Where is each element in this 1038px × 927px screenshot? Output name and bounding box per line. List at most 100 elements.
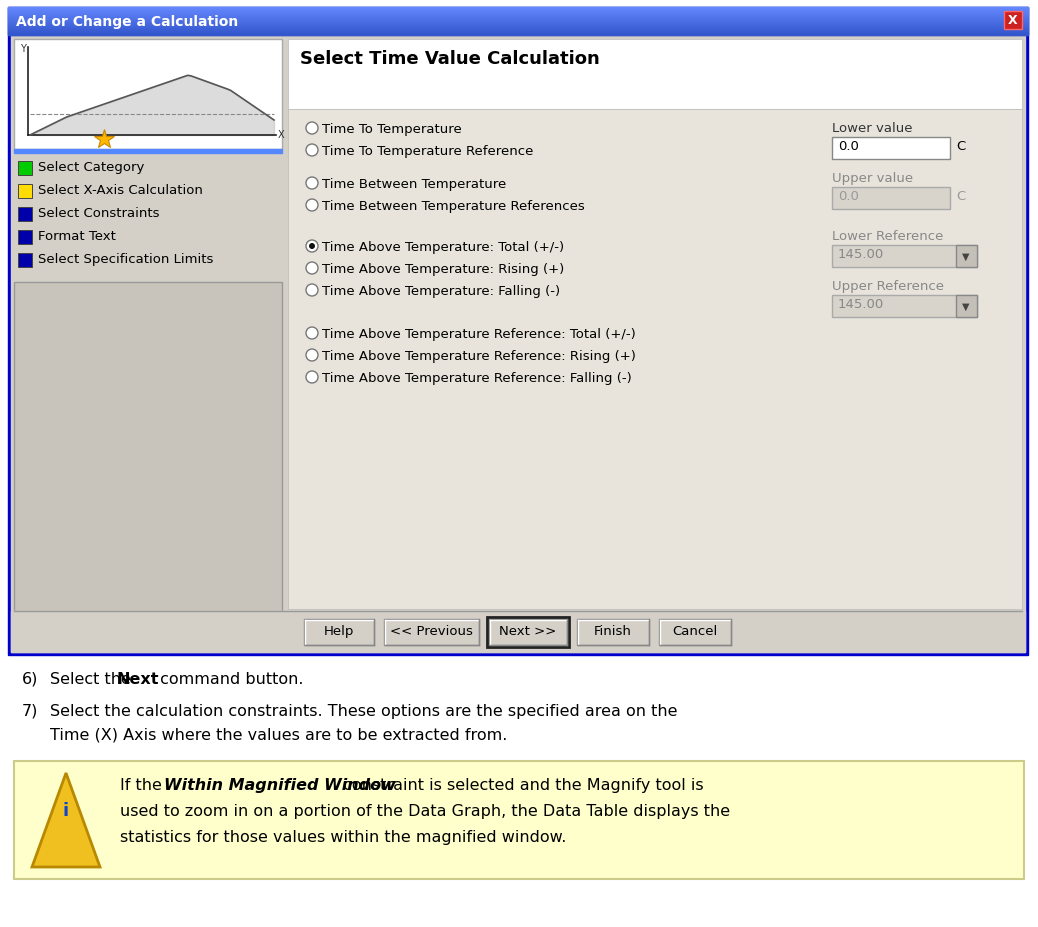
Bar	[8, 19, 1028, 20]
Bar	[956, 246, 977, 268]
Bar	[8, 21, 1028, 22]
Text: Select the: Select the	[50, 671, 136, 686]
Bar	[8, 27, 1028, 28]
Bar	[8, 8, 1028, 36]
Bar	[8, 34, 1028, 35]
Bar	[288, 40, 1022, 110]
Text: Time To Temperature Reference: Time To Temperature Reference	[322, 145, 534, 158]
Text: Select Time Value Calculation: Select Time Value Calculation	[300, 50, 600, 68]
Bar	[8, 32, 1028, 33]
Text: Select the calculation constraints. These options are the specified area on the: Select the calculation constraints. Thes…	[50, 704, 678, 718]
Circle shape	[306, 327, 318, 339]
Bar	[8, 30, 1028, 31]
Bar	[8, 15, 1028, 16]
Text: Help: Help	[324, 624, 354, 638]
Circle shape	[306, 372, 318, 384]
Bar	[832, 138, 950, 159]
Bar	[11, 611, 1025, 653]
Text: Next >>: Next >>	[499, 624, 556, 638]
Text: << Previous: << Previous	[389, 624, 472, 638]
Bar	[489, 619, 567, 645]
Text: Upper value: Upper value	[832, 171, 913, 184]
Text: Format Text: Format Text	[38, 230, 116, 243]
Text: Time Above Temperature Reference: Total (+/-): Time Above Temperature Reference: Total …	[322, 327, 635, 340]
Text: Next: Next	[117, 671, 160, 686]
Text: Upper Reference: Upper Reference	[832, 280, 944, 293]
Bar	[8, 29, 1028, 30]
Text: 0.0: 0.0	[838, 140, 858, 153]
Circle shape	[306, 241, 318, 253]
Text: Time Above Temperature: Total (+/-): Time Above Temperature: Total (+/-)	[322, 241, 564, 254]
Text: Y: Y	[20, 44, 26, 54]
Text: Select X-Axis Calculation: Select X-Axis Calculation	[38, 184, 202, 197]
Bar	[8, 14, 1028, 15]
Text: C: C	[956, 190, 965, 203]
Bar	[8, 13, 1028, 14]
Text: Within Magnified Window: Within Magnified Window	[164, 777, 395, 793]
Text: Time To Temperature: Time To Temperature	[322, 123, 462, 136]
Text: Time Between Temperature: Time Between Temperature	[322, 178, 507, 191]
Bar	[18, 231, 32, 245]
Bar	[13, 761, 1025, 879]
Bar	[8, 25, 1028, 26]
Bar	[18, 184, 32, 198]
Text: Add or Change a Calculation: Add or Change a Calculation	[16, 15, 239, 29]
Bar	[487, 617, 569, 647]
Bar	[659, 619, 731, 645]
Text: Select Category: Select Category	[38, 160, 144, 174]
Bar	[8, 11, 1028, 12]
Text: Lower value: Lower value	[832, 121, 912, 134]
Text: Select Constraints: Select Constraints	[38, 207, 160, 220]
Text: Time Above Temperature Reference: Rising (+): Time Above Temperature Reference: Rising…	[322, 349, 636, 362]
Bar	[8, 24, 1028, 25]
Circle shape	[306, 262, 318, 274]
Circle shape	[306, 145, 318, 157]
Text: ▼: ▼	[962, 301, 969, 311]
Bar	[8, 22, 1028, 23]
Text: Select Specification Limits: Select Specification Limits	[38, 253, 214, 266]
Text: 7): 7)	[22, 704, 38, 718]
Bar	[8, 18, 1028, 19]
Text: Time (X) Axis where the values are to be extracted from.: Time (X) Axis where the values are to be…	[50, 727, 508, 743]
Text: i: i	[63, 801, 70, 819]
Text: 145.00: 145.00	[838, 248, 884, 260]
Bar	[1004, 12, 1022, 30]
Bar	[832, 296, 977, 318]
Text: 6): 6)	[22, 671, 38, 686]
Text: X: X	[1008, 14, 1018, 27]
Bar	[384, 619, 479, 645]
Text: ▼: ▼	[962, 252, 969, 261]
Text: Time Above Temperature: Falling (-): Time Above Temperature: Falling (-)	[322, 285, 561, 298]
Bar	[832, 246, 977, 268]
Text: 145.00: 145.00	[838, 298, 884, 311]
Bar	[8, 10, 1028, 11]
Circle shape	[306, 200, 318, 211]
Bar	[8, 31, 1028, 32]
Bar	[8, 33, 1028, 34]
Bar	[11, 36, 1025, 653]
Bar	[8, 16, 1028, 17]
Text: Time Above Temperature Reference: Falling (-): Time Above Temperature Reference: Fallin…	[322, 372, 632, 385]
Bar	[8, 26, 1028, 27]
Bar	[8, 8, 1028, 9]
Text: Finish: Finish	[594, 624, 632, 638]
Bar	[13, 40, 282, 150]
Text: Lower Reference: Lower Reference	[832, 230, 944, 243]
Bar	[18, 208, 32, 222]
Text: Time Between Temperature References: Time Between Temperature References	[322, 200, 584, 213]
Bar	[956, 296, 977, 318]
Text: 0.0: 0.0	[838, 190, 858, 203]
Text: command button.: command button.	[155, 671, 303, 686]
Text: X: X	[278, 130, 284, 140]
Bar	[288, 110, 1022, 609]
Bar	[832, 188, 950, 210]
Circle shape	[306, 285, 318, 297]
Bar	[8, 9, 1028, 10]
Bar	[304, 619, 374, 645]
Text: If the: If the	[120, 777, 167, 793]
Circle shape	[306, 123, 318, 134]
Text: Cancel: Cancel	[673, 624, 717, 638]
Bar	[8, 23, 1028, 24]
Bar	[8, 12, 1028, 13]
Text: used to zoom in on a portion of the Data Graph, the Data Table displays the: used to zoom in on a portion of the Data…	[120, 803, 730, 819]
